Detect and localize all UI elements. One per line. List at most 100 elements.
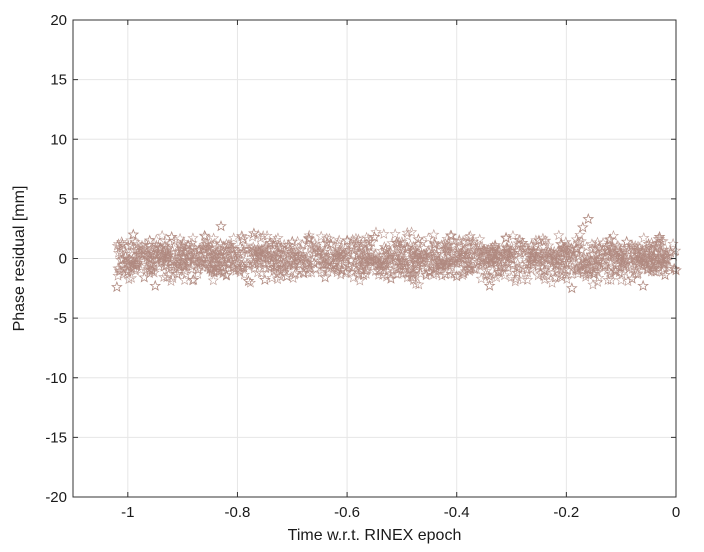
data-point [127, 259, 139, 270]
data-point [629, 240, 641, 251]
data-point [315, 266, 327, 278]
data-point [335, 268, 347, 280]
x-tick-label: -0.4 [444, 504, 470, 521]
data-point [476, 252, 488, 264]
data-point [525, 255, 537, 266]
data-point [416, 236, 428, 247]
data-point [240, 239, 252, 251]
y-tick-label: 5 [59, 191, 67, 208]
data-point [330, 263, 342, 275]
data-point [162, 242, 174, 254]
data-point [121, 255, 133, 267]
data-point [536, 256, 549, 267]
data-point [146, 264, 158, 275]
data-point [513, 263, 525, 275]
data-point [638, 232, 650, 243]
data-point [591, 262, 604, 273]
data-point [647, 239, 659, 251]
y-tick-labels: -20 -15 -10 -5 0 5 10 15 20 [45, 12, 67, 506]
data-point [139, 249, 152, 261]
data-point [526, 239, 538, 250]
data-point [391, 240, 403, 251]
data-point [207, 274, 219, 286]
data-point [343, 244, 355, 256]
data-point [652, 260, 664, 271]
data-point [224, 243, 236, 254]
data-point [562, 264, 574, 275]
data-point [204, 251, 216, 262]
data-point [609, 264, 622, 276]
data-point [212, 245, 224, 257]
data-point [474, 240, 487, 251]
data-point [535, 267, 547, 279]
data-point [539, 273, 551, 285]
data-point [274, 242, 286, 253]
data-point [267, 250, 280, 261]
data-point [389, 250, 402, 262]
data-point [244, 277, 257, 288]
data-point [247, 245, 260, 257]
data-point [553, 247, 565, 258]
data-point [229, 254, 242, 266]
data-point [359, 249, 371, 260]
data-point [580, 268, 592, 280]
data-point [631, 248, 643, 259]
data-point [252, 229, 264, 240]
data-point [530, 234, 542, 246]
data-point [453, 242, 465, 253]
data-point [463, 235, 475, 247]
data-point [501, 243, 514, 254]
data-point [369, 265, 382, 277]
data-point [436, 270, 448, 281]
data-point [478, 259, 490, 271]
data-point [302, 248, 314, 259]
data-point [179, 265, 191, 276]
data-point [236, 230, 248, 242]
data-point [620, 235, 633, 247]
data-point [329, 245, 341, 257]
data-point [156, 229, 168, 241]
data-point [546, 277, 558, 288]
data-point [527, 258, 539, 270]
data-point [321, 236, 333, 248]
data-point [510, 273, 522, 284]
data-point [333, 234, 345, 246]
data-point [525, 240, 537, 251]
data-point [401, 226, 413, 238]
data-point [291, 243, 304, 255]
data-point [148, 266, 160, 278]
data-point [428, 228, 440, 240]
data-point [127, 228, 140, 240]
axis-ticks [73, 19, 677, 498]
data-point [306, 255, 318, 267]
data-point [223, 239, 235, 250]
data-point [615, 257, 627, 269]
data-point [139, 239, 151, 250]
data-point [458, 267, 470, 279]
data-point [120, 248, 133, 260]
data-point [596, 245, 608, 257]
data-point [180, 268, 192, 279]
data-point [592, 276, 604, 287]
data-point [587, 278, 599, 290]
data-point [507, 229, 519, 241]
data-point [380, 257, 392, 269]
data-point [259, 259, 271, 270]
data-point [484, 245, 497, 257]
data-point [312, 246, 324, 258]
data-point [167, 241, 179, 253]
data-point [333, 254, 345, 266]
data-point [177, 258, 189, 269]
data-point [289, 268, 301, 280]
data-point [428, 241, 440, 253]
data-point [543, 239, 555, 251]
data-point [404, 256, 416, 268]
data-point [136, 261, 148, 272]
data-point [211, 247, 223, 258]
data-points [111, 213, 682, 294]
data-point [355, 238, 368, 249]
data-point [535, 255, 547, 266]
data-point [355, 263, 367, 274]
data-point [317, 263, 330, 275]
data-point [172, 256, 184, 268]
